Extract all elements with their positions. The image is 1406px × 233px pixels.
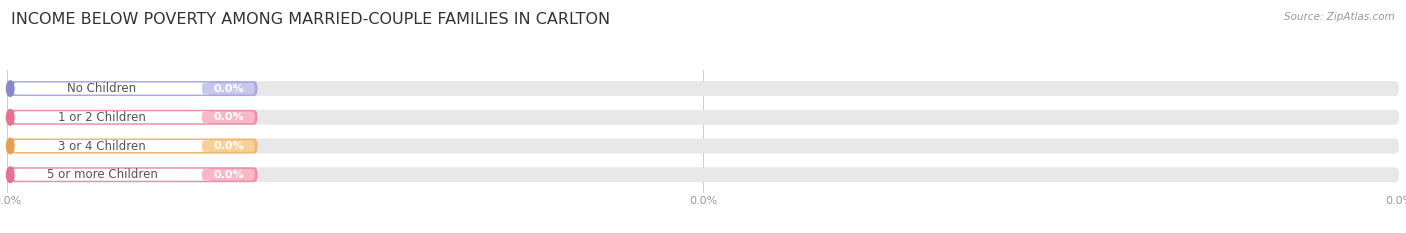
Text: No Children: No Children xyxy=(67,82,136,95)
Circle shape xyxy=(7,81,14,96)
FancyBboxPatch shape xyxy=(7,81,1399,96)
Text: Source: ZipAtlas.com: Source: ZipAtlas.com xyxy=(1284,12,1395,22)
FancyBboxPatch shape xyxy=(202,111,254,123)
Text: 3 or 4 Children: 3 or 4 Children xyxy=(58,140,146,153)
FancyBboxPatch shape xyxy=(13,82,211,95)
Circle shape xyxy=(7,110,14,125)
Text: 0.0%: 0.0% xyxy=(214,84,243,94)
Text: 1 or 2 Children: 1 or 2 Children xyxy=(58,111,146,124)
Text: 0.0%: 0.0% xyxy=(214,112,243,122)
Text: 0.0%: 0.0% xyxy=(214,170,243,180)
FancyBboxPatch shape xyxy=(13,111,211,123)
FancyBboxPatch shape xyxy=(13,169,211,181)
Circle shape xyxy=(7,138,14,154)
Text: INCOME BELOW POVERTY AMONG MARRIED-COUPLE FAMILIES IN CARLTON: INCOME BELOW POVERTY AMONG MARRIED-COUPL… xyxy=(11,12,610,27)
FancyBboxPatch shape xyxy=(7,81,257,96)
FancyBboxPatch shape xyxy=(202,83,254,94)
Circle shape xyxy=(7,167,14,182)
FancyBboxPatch shape xyxy=(202,169,254,181)
Text: 0.0%: 0.0% xyxy=(214,141,243,151)
FancyBboxPatch shape xyxy=(7,139,1399,154)
Text: 5 or more Children: 5 or more Children xyxy=(46,168,157,181)
FancyBboxPatch shape xyxy=(7,110,1399,125)
FancyBboxPatch shape xyxy=(202,140,254,152)
FancyBboxPatch shape xyxy=(7,167,257,182)
FancyBboxPatch shape xyxy=(7,167,1399,182)
FancyBboxPatch shape xyxy=(7,110,257,125)
FancyBboxPatch shape xyxy=(7,139,257,154)
FancyBboxPatch shape xyxy=(13,140,211,152)
